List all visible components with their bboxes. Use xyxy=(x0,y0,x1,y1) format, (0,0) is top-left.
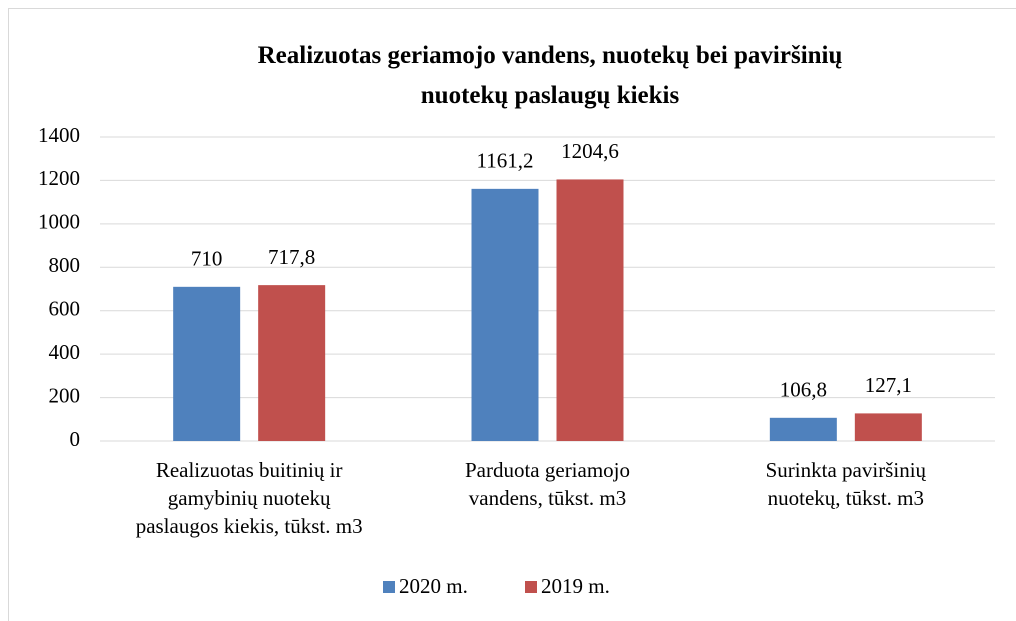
bar xyxy=(471,188,539,441)
legend-label: 2020 m. xyxy=(399,574,468,598)
legend-label: 2019 m. xyxy=(541,574,610,598)
legend-swatch xyxy=(383,581,395,593)
y-tick-label: 800 xyxy=(49,253,81,277)
legend-swatch xyxy=(525,581,537,593)
data-label: 127,1 xyxy=(865,373,912,397)
y-tick-label: 200 xyxy=(49,383,81,407)
data-label: 710 xyxy=(191,247,223,271)
y-tick-label: 600 xyxy=(49,297,81,321)
data-label: 1161,2 xyxy=(477,149,534,173)
bar xyxy=(854,413,922,441)
bar xyxy=(258,285,326,441)
bar xyxy=(556,179,624,441)
x-tick-label: Parduota geriamojo vandens, tūkst. m3 xyxy=(464,458,631,510)
y-tick-label: 1200 xyxy=(38,166,80,190)
chart-title: Realizuotas geriamojo vandens, nuotekų b… xyxy=(257,42,843,109)
bar xyxy=(173,286,241,441)
y-tick-label: 400 xyxy=(49,340,81,364)
data-label: 1204,6 xyxy=(561,139,619,163)
data-label: 106,8 xyxy=(780,378,827,402)
y-tick-label: 1400 xyxy=(38,123,80,147)
data-label: 717,8 xyxy=(268,245,315,269)
x-tick-label: Realizuotas buitinių ir gamybinių nuotek… xyxy=(135,458,363,538)
chart-border xyxy=(8,8,1016,621)
y-tick-label: 0 xyxy=(70,427,81,451)
y-tick-label: 1000 xyxy=(38,210,80,234)
x-tick-label: Surinkta paviršinių nuotekų, tūkst. m3 xyxy=(765,458,927,510)
bar xyxy=(769,417,837,441)
